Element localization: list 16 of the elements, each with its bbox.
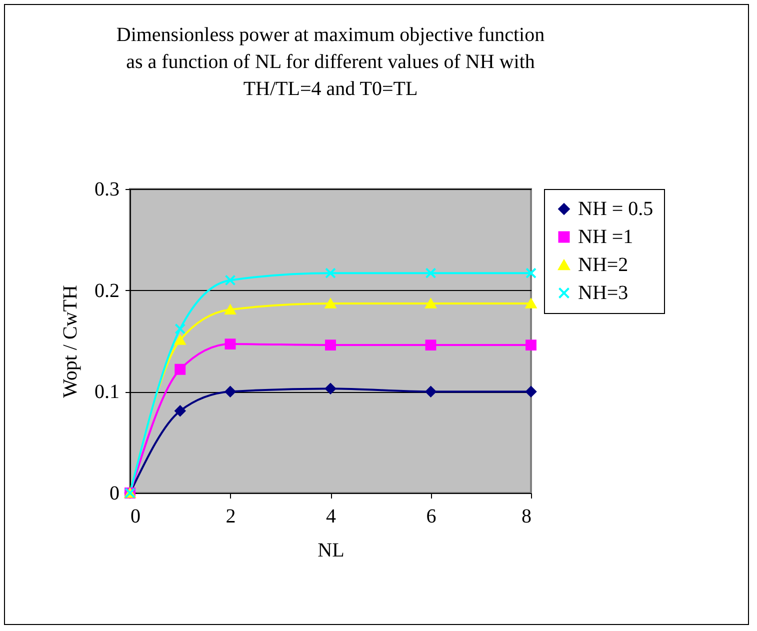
legend-label: NH = 0.5 <box>578 198 654 220</box>
legend-label: NH =1 <box>578 226 634 248</box>
y-axis-title: Wopt / CwTH <box>60 285 82 398</box>
y-tick-label: 0.3 <box>94 178 120 200</box>
y-tick-label: 0 <box>110 482 120 504</box>
x-tick-label: 4 <box>326 506 336 528</box>
y-tick-label: 0.1 <box>94 381 120 404</box>
x-axis-title: NL <box>318 540 344 562</box>
x-tick-label: 6 <box>426 506 436 528</box>
chart-title: Dimensionless power at maximum objective function as a function of NL for different values of NH with TH/TL=4 and T0=TL <box>116 24 545 100</box>
legend-label: NH=3 <box>578 282 628 304</box>
y-tick-label: 0.2 <box>94 280 120 302</box>
x-tick-label: 2 <box>226 506 236 528</box>
x-tick-label: 8 <box>522 506 532 528</box>
x-tick-label: 0 <box>130 506 140 528</box>
legend-label: NH=2 <box>578 254 628 276</box>
